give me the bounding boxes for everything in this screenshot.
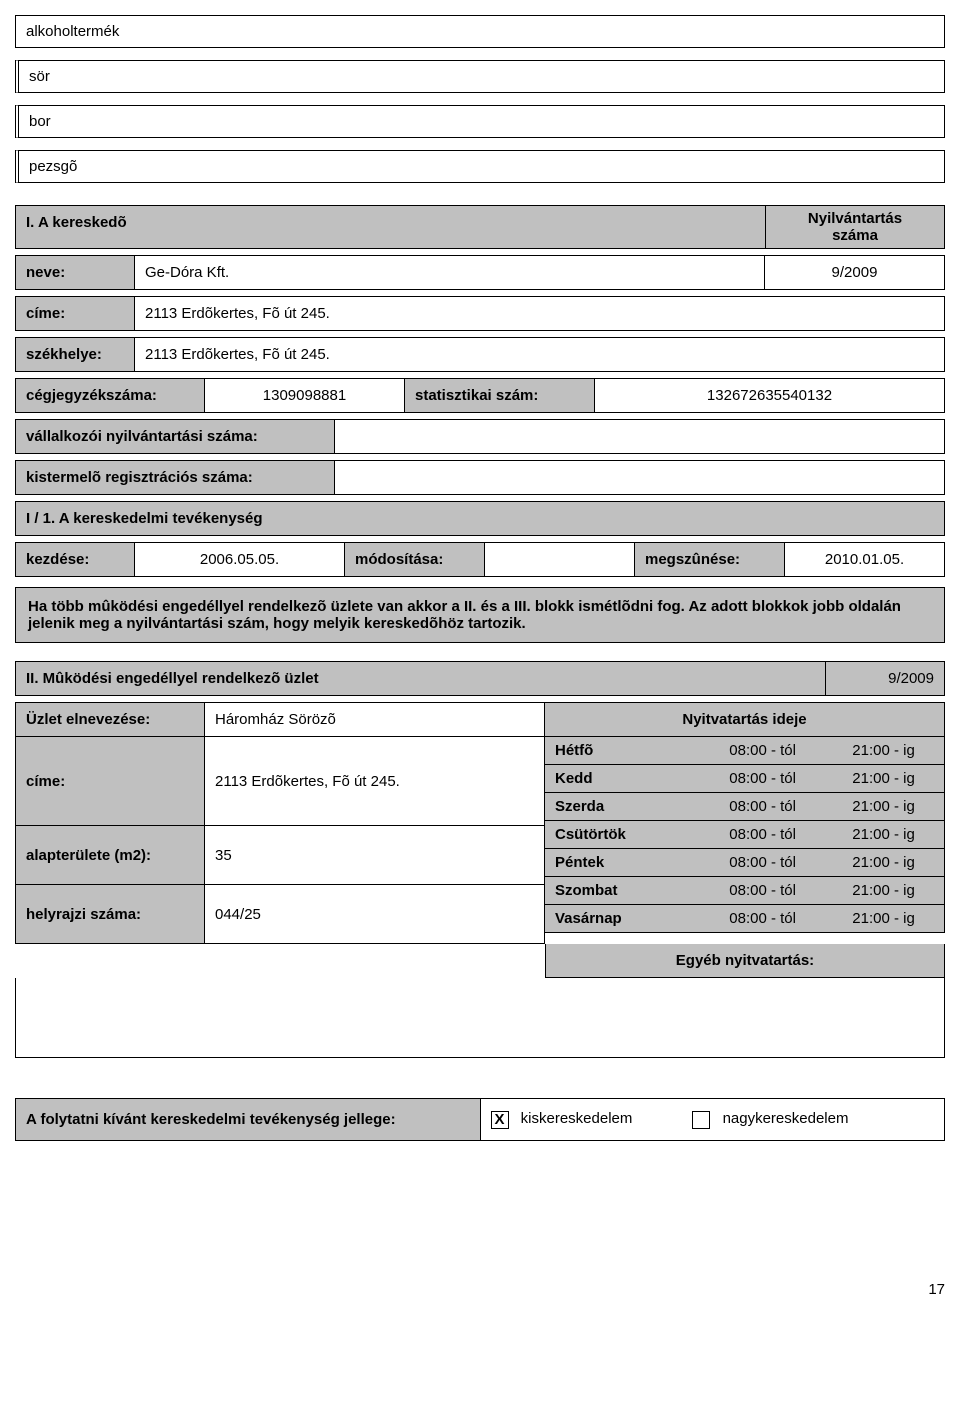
stat-value: 132672635540132 [595, 378, 945, 413]
trade-options: X kiskereskedelem nagykereskedelem [481, 1100, 945, 1138]
product-label: sör [29, 68, 50, 85]
note-block: Ha több mûködési engedéllyel rendelkezõ … [15, 587, 945, 643]
kisterm-label: kistermelõ regisztrációs száma: [15, 460, 335, 495]
s2-hrsz-value: 044/25 [205, 885, 545, 944]
product-row: pezsgõ [15, 150, 945, 183]
product-label: alkoholtermék [26, 23, 119, 40]
trade-opt2-label: nagykereskedelem [723, 1110, 849, 1127]
left-values: 2113 Erdõkertes, Fõ út 245. 35 044/25 [205, 737, 545, 944]
day-label: Csütörtök [545, 821, 702, 848]
day-label: Szombat [545, 877, 702, 904]
activity-label: I / 1. A kereskedelmi tevékenység [15, 501, 945, 536]
details-container: címe: alapterülete (m2): helyrajzi száma… [15, 737, 945, 944]
product-row: bor [15, 105, 945, 138]
hours-row: Vasárnap 08:00 - tól 21:00 - ig [545, 905, 945, 933]
shopname-value: Háromház Sörözõ [205, 702, 545, 737]
hours-row: Csütörtök 08:00 - tól 21:00 - ig [545, 821, 945, 849]
other-open-label: Egyéb nyitvatartás: [545, 944, 945, 978]
hours-to: 21:00 - ig [823, 905, 944, 932]
end-label: megszûnése: [635, 542, 785, 577]
product-row: sör [15, 60, 945, 93]
day-label: Szerda [545, 793, 702, 820]
hours-row: Péntek 08:00 - tól 21:00 - ig [545, 849, 945, 877]
addr-value: 2113 Erdõkertes, Fõ út 245. [135, 296, 945, 331]
mod-value [485, 542, 635, 577]
name-value: Ge-Dóra Kft. [135, 255, 765, 290]
section1-header: I. A kereskedõ Nyilvántartás száma [15, 205, 945, 249]
cegj-value: 1309098881 [205, 378, 405, 413]
section2-title: II. Mûködési engedéllyel rendelkezõ üzle… [15, 661, 825, 696]
hq-label: székhelye: [15, 337, 135, 372]
left-labels: címe: alapterülete (m2): helyrajzi száma… [15, 737, 205, 944]
reg-number-value: 9/2009 [765, 255, 945, 290]
trade-block: A folytatni kívánt kereskedelmi tevékeny… [15, 1098, 945, 1141]
product-row: alkoholtermék [15, 15, 945, 48]
start-value: 2006.05.05. [135, 542, 345, 577]
hours-to: 21:00 - ig [823, 765, 944, 792]
shopname-label: Üzlet elnevezése: [15, 702, 205, 737]
mod-label: módosítása: [345, 542, 485, 577]
vallalk-value [335, 419, 945, 454]
open-header: Nyitvatartás ideje [545, 702, 945, 737]
other-open-value [15, 978, 945, 1058]
hours-to: 21:00 - ig [823, 877, 944, 904]
hours-from: 08:00 - tól [702, 765, 823, 792]
s2-addr-value: 2113 Erdõkertes, Fõ út 245. [205, 737, 545, 826]
hq-value: 2113 Erdõkertes, Fõ út 245. [135, 337, 945, 372]
addr-label: címe: [15, 296, 135, 331]
hours-row: Hétfõ 08:00 - tól 21:00 - ig [545, 737, 945, 765]
s2-hrsz-label: helyrajzi száma: [15, 885, 205, 944]
day-label: Kedd [545, 765, 702, 792]
hours-to: 21:00 - ig [823, 821, 944, 848]
hours-from: 08:00 - tól [702, 737, 823, 764]
section1-title: I. A kereskedõ [15, 205, 765, 249]
trade-opt2[interactable]: nagykereskedelem [692, 1110, 848, 1128]
trade-label: A folytatni kívánt kereskedelmi tevékeny… [16, 1099, 481, 1140]
section2-header: II. Mûködési engedéllyel rendelkezõ üzle… [15, 661, 945, 696]
hours-to: 21:00 - ig [823, 737, 944, 764]
shop-name-row: Üzlet elnevezése: Háromház Sörözõ Nyitva… [15, 702, 945, 737]
checkbox-icon: X [491, 1111, 509, 1129]
product-label: bor [29, 113, 51, 130]
name-label: neve: [15, 255, 135, 290]
hours-row: Szerda 08:00 - tól 21:00 - ig [545, 793, 945, 821]
hours-row: Kedd 08:00 - tól 21:00 - ig [545, 765, 945, 793]
day-label: Vasárnap [545, 905, 702, 932]
s2-area-label: alapterülete (m2): [15, 826, 205, 885]
section2-number: 9/2009 [825, 661, 945, 696]
s2-area-value: 35 [205, 826, 545, 885]
page-number: 17 [15, 1281, 945, 1298]
trade-opt1[interactable]: X kiskereskedelem [491, 1110, 633, 1128]
end-value: 2010.01.05. [785, 542, 945, 577]
hours-from: 08:00 - tól [702, 905, 823, 932]
hours-table: Hétfõ 08:00 - tól 21:00 - ig Kedd 08:00 … [545, 737, 945, 944]
hours-from: 08:00 - tól [702, 877, 823, 904]
kisterm-value [335, 460, 945, 495]
hours-from: 08:00 - tól [702, 821, 823, 848]
cegj-label: cégjegyzékszáma: [15, 378, 205, 413]
reg-number-label: Nyilvántartás száma [765, 205, 945, 249]
day-label: Hétfõ [545, 737, 702, 764]
day-label: Péntek [545, 849, 702, 876]
start-label: kezdése: [15, 542, 135, 577]
hours-from: 08:00 - tól [702, 793, 823, 820]
hours-row: Szombat 08:00 - tól 21:00 - ig [545, 877, 945, 905]
trade-opt1-label: kiskereskedelem [521, 1110, 633, 1127]
product-label: pezsgõ [29, 158, 77, 175]
s2-addr-label: címe: [15, 737, 205, 826]
hours-from: 08:00 - tól [702, 849, 823, 876]
hours-to: 21:00 - ig [823, 793, 944, 820]
checkbox-icon [692, 1111, 710, 1129]
stat-label: statisztikai szám: [405, 378, 595, 413]
vallalk-label: vállalkozói nyilvántartási száma: [15, 419, 335, 454]
hours-to: 21:00 - ig [823, 849, 944, 876]
